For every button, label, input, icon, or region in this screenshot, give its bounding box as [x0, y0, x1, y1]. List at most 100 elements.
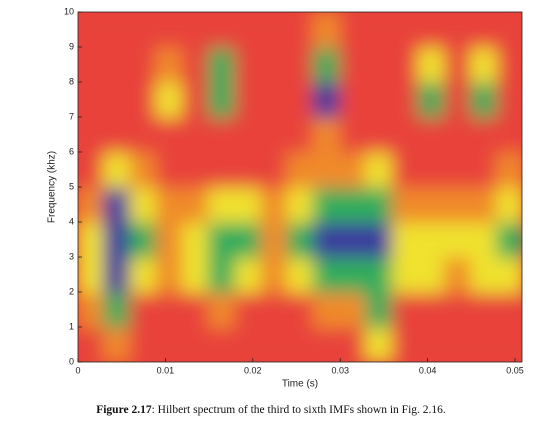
spectrum-cell — [391, 256, 420, 293]
spectrum-cell — [78, 256, 106, 293]
spectrum-cell — [312, 116, 342, 153]
spectrum-cell — [234, 151, 263, 188]
spectrum-cell — [365, 221, 394, 258]
spectrum-cell — [103, 186, 132, 223]
spectrum-cell — [417, 326, 447, 362]
spectrum-cell — [444, 46, 473, 83]
spectrum-cell — [496, 256, 522, 293]
spectrum-cell — [260, 81, 289, 118]
spectrum-cell — [260, 116, 289, 153]
spectrum-cell — [286, 151, 315, 188]
spectrum-cell — [103, 221, 132, 258]
spectrum-cell — [234, 221, 263, 258]
spectrum-cell — [470, 221, 499, 258]
spectrum-cell — [208, 186, 237, 223]
spectrum-cell — [417, 291, 447, 328]
spectrum-cell — [208, 46, 237, 83]
spectrum-cell — [417, 186, 447, 223]
spectrum-cell — [417, 151, 447, 188]
spectrum-cell — [312, 12, 342, 48]
spectrum-cell — [391, 291, 420, 328]
caption-label: Figure 2.17 — [96, 404, 152, 416]
spectrum-cell — [496, 81, 522, 118]
spectrum-cell — [365, 256, 394, 293]
spectrum-cell — [78, 291, 106, 328]
spectrum-cell — [208, 81, 237, 118]
spectrum-cell — [312, 81, 342, 118]
spectrum-cell — [155, 46, 184, 83]
spectrum-cell — [208, 151, 237, 188]
spectrum-cell — [365, 81, 394, 118]
x-tick-label: 0.03 — [331, 365, 349, 375]
x-tick-label: 0 — [75, 365, 80, 375]
spectrum-cell — [78, 221, 106, 258]
spectrum-cell — [208, 256, 237, 293]
spectrum-cell — [444, 12, 473, 48]
spectrum-cell — [312, 291, 342, 328]
y-tick-label: 4 — [69, 216, 74, 226]
spectrum-cell — [129, 256, 158, 293]
spectrum-cell — [470, 81, 499, 118]
spectrum-cell — [286, 326, 315, 362]
spectrum-cell — [391, 46, 420, 83]
spectrum-cell — [181, 12, 211, 48]
spectrum-cell — [234, 291, 263, 328]
spectrum-cell — [155, 326, 184, 362]
spectrum-cell — [496, 221, 522, 258]
spectrum-cell — [208, 291, 237, 328]
spectrum-cell — [391, 186, 420, 223]
spectrum-cell — [181, 46, 211, 83]
spectrum-cell — [181, 291, 211, 328]
spectrum-cell — [78, 151, 106, 188]
spectrum-cell — [103, 12, 132, 48]
spectrum-cell — [339, 46, 368, 83]
spectrum-cell — [312, 186, 342, 223]
caption: Figure 2.17: Hilbert spectrum of the thi… — [96, 404, 446, 416]
y-tick-label: 10 — [64, 6, 74, 16]
spectrum-cell — [365, 151, 394, 188]
spectrum-cell — [339, 221, 368, 258]
spectrum-cell — [155, 12, 184, 48]
y-tick-label: 8 — [69, 76, 74, 86]
spectrum-cell — [470, 12, 499, 48]
spectrum-cell — [444, 326, 473, 362]
spectrum-cell — [496, 116, 522, 153]
spectrum-cell — [155, 256, 184, 293]
spectrum-cell — [365, 12, 394, 48]
spectrum-cell — [365, 326, 394, 362]
spectrum-cell — [470, 326, 499, 362]
spectrum-cell — [181, 116, 211, 153]
spectrum-cell — [496, 151, 522, 188]
x-tick-label: 0.05 — [506, 365, 524, 375]
spectrum-cell — [417, 221, 447, 258]
spectrum-cell — [417, 46, 447, 83]
spectrum-cell — [129, 46, 158, 83]
spectrum-cell — [78, 12, 106, 48]
spectrum-cell — [417, 116, 447, 153]
spectrum-cell — [78, 326, 106, 362]
spectrum-cell — [444, 221, 473, 258]
y-tick-label: 5 — [69, 181, 74, 191]
spectrum-cell — [103, 326, 132, 362]
spectrum-cell — [129, 116, 158, 153]
spectrum-cell — [155, 151, 184, 188]
spectrum-cell — [339, 256, 368, 293]
spectrum-cell — [470, 151, 499, 188]
spectrum-cell — [208, 12, 237, 48]
spectrum-cell — [339, 81, 368, 118]
spectrum-cell — [312, 151, 342, 188]
spectrum-cell — [103, 291, 132, 328]
spectrum-cell — [181, 256, 211, 293]
spectrum-cell — [339, 186, 368, 223]
spectrum-cell — [208, 326, 237, 362]
spectrum-cell — [234, 12, 263, 48]
spectrum-cell — [181, 81, 211, 118]
spectrum-cell — [312, 256, 342, 293]
spectrum-cell — [234, 116, 263, 153]
spectrum-cell — [417, 256, 447, 293]
spectrum-cell — [365, 291, 394, 328]
y-tick-label: 1 — [69, 321, 74, 331]
spectrum-cell — [417, 81, 447, 118]
spectrum-cell — [129, 12, 158, 48]
